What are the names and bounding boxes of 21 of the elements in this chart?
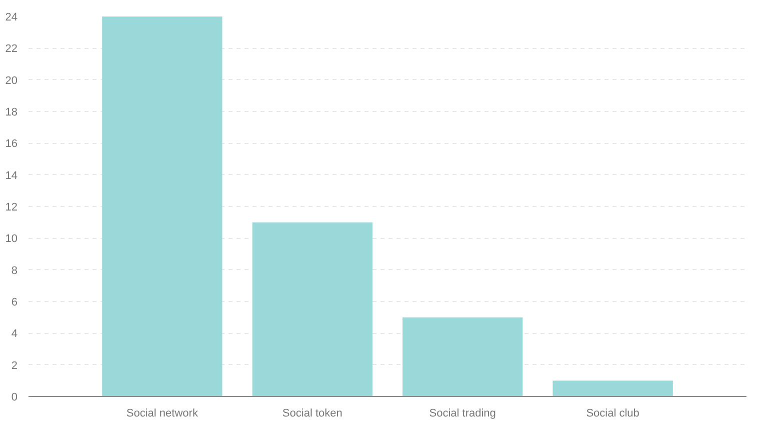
bar <box>402 317 523 396</box>
y-tick-label: 14 <box>5 170 18 182</box>
x-tick-label: Social network <box>126 408 198 420</box>
y-tick-label: 22 <box>5 43 18 56</box>
y-tick-label: 20 <box>5 74 18 87</box>
y-tick-label: 18 <box>5 106 18 118</box>
x-tick-label: Social token <box>282 408 342 420</box>
x-tick-label: Social trading <box>429 408 496 420</box>
y-tick-label: 8 <box>11 264 18 277</box>
y-tick-label: 16 <box>5 138 18 150</box>
y-tick-label: 4 <box>11 328 18 340</box>
x-tick-label: Social club <box>586 408 640 420</box>
bar <box>252 222 372 396</box>
y-tick-label: 12 <box>5 202 18 214</box>
y-tick-label: 2 <box>11 360 18 372</box>
bar <box>552 380 673 396</box>
y-tick-label: 6 <box>11 296 18 308</box>
y-tick-label: 10 <box>5 233 18 246</box>
y-tick-label: 0 <box>11 392 18 404</box>
bar <box>102 16 222 396</box>
y-tick-label: 24 <box>5 12 18 24</box>
